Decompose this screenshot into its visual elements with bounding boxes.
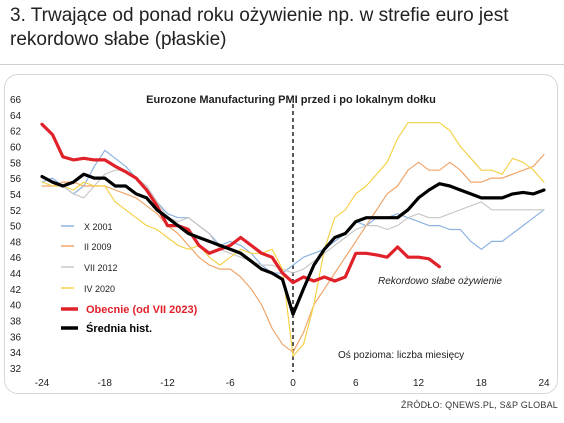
article-heading: 3. Trwające od ponad roku ożywienie np. …: [10, 5, 509, 50]
y-tick-label: 56: [10, 174, 22, 185]
series-line-3: [41, 122, 545, 357]
y-tick-label: 46: [10, 253, 22, 264]
y-tick-label: 32: [10, 364, 22, 375]
annotation-label: Rekordowo słabe ożywienie: [378, 276, 502, 287]
y-tick-label: 38: [10, 317, 22, 328]
x-tick-label: -12: [160, 378, 175, 389]
series-line-5: [40, 172, 546, 316]
y-tick-label: 48: [10, 237, 22, 248]
source-note: ŹRÓDŁO: QNEWS.PL, S&P GLOBAL: [401, 400, 558, 410]
y-tick-label: 58: [10, 158, 22, 169]
x-tick-label: 0: [290, 378, 296, 389]
series-line-0: [41, 149, 545, 274]
y-tick-label: 36: [10, 332, 22, 343]
series-line-4: [40, 122, 441, 285]
x-tick-label: 18: [476, 378, 488, 389]
x-tick-label: 24: [538, 378, 550, 389]
legend-label: Obecnie (od VII 2023): [86, 304, 198, 316]
y-tick-label: 34: [10, 348, 22, 359]
y-tick-labels: 32 34 36 38 40 42 44 46 48 50 52 54 56 58 60 62 64 66: [10, 95, 22, 375]
y-tick-label: 54: [10, 190, 22, 201]
y-tick-label: 50: [10, 222, 22, 233]
y-tick-label: 52: [10, 206, 22, 217]
x-tick-label: -24: [35, 378, 50, 389]
y-tick-label: 44: [10, 269, 22, 280]
legend-label: II 2009: [84, 242, 112, 252]
y-tick-label: 60: [10, 142, 22, 153]
x-tick-label: -18: [98, 378, 113, 389]
y-tick-label: 62: [10, 127, 22, 138]
chart-frame: [4, 74, 558, 394]
series-lines: [40, 122, 546, 357]
x-tick-label: 12: [413, 378, 425, 389]
legend-label: Średnia hist.: [86, 322, 152, 335]
x-tick-labels: -24 -18 -12 -6 0 6 12 18 24: [35, 378, 550, 389]
legend-label: X 2001: [84, 222, 113, 232]
heading-divider: [0, 64, 564, 65]
y-tick-label: 40: [10, 301, 22, 312]
x-axis-label: Oś pozioma: liczba miesięcy: [338, 350, 464, 361]
x-tick-label: 6: [353, 378, 359, 389]
legend-label: IV 2020: [84, 284, 115, 294]
legend-label: VII 2012: [84, 263, 118, 273]
chart-title: Eurozone Manufacturing PMI przed i po lo…: [146, 94, 436, 106]
x-tick-label: -6: [226, 378, 235, 389]
y-tick-label: 66: [10, 95, 22, 106]
y-tick-label: 64: [10, 111, 22, 122]
legend: X 2001 II 2009 VII 2012 IV 2020 Obecnie (od …: [61, 222, 198, 335]
y-tick-label: 42: [10, 285, 22, 296]
